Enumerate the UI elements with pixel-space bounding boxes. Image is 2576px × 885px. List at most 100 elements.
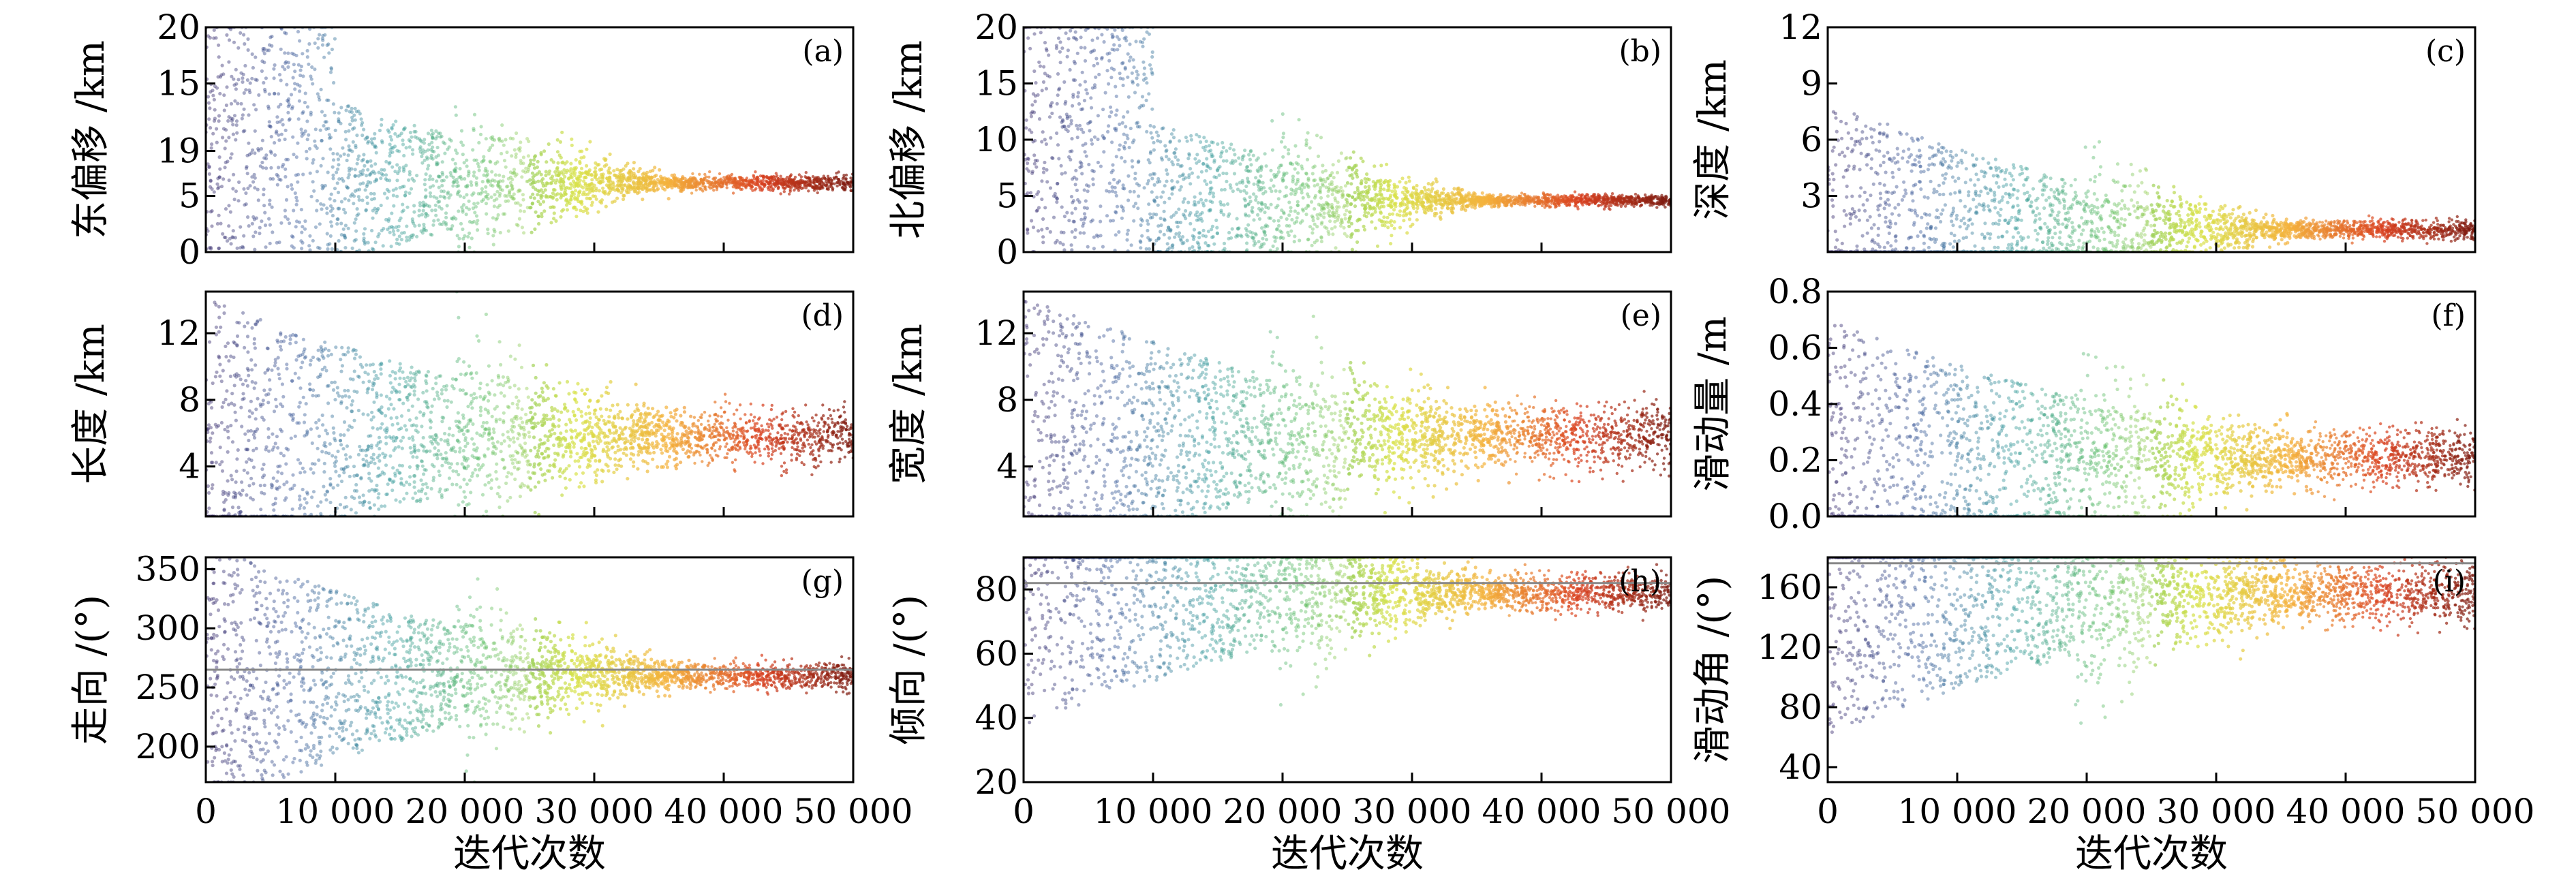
- scatter-point: [1112, 48, 1116, 52]
- scatter-point: [1210, 200, 1214, 204]
- scatter-point: [497, 203, 502, 208]
- scatter-point: [298, 39, 302, 43]
- scatter-point: [1135, 121, 1140, 125]
- scatter-point: [588, 197, 593, 201]
- scatter-point: [510, 187, 515, 191]
- scatter-point: [397, 224, 401, 228]
- scatter-point: [1193, 157, 1197, 161]
- scatter-point: [825, 182, 829, 185]
- scatter-point: [1315, 213, 1319, 217]
- scatter-point: [615, 184, 619, 188]
- scatter-point: [1150, 72, 1154, 76]
- scatter-point: [1333, 198, 1338, 202]
- scatter-point: [290, 106, 294, 110]
- scatter-point: [1395, 185, 1400, 189]
- scatter-point: [545, 181, 549, 185]
- scatter-point: [213, 108, 217, 112]
- scatter-point: [461, 227, 465, 232]
- scatter-point: [541, 181, 545, 185]
- scatter-point: [532, 162, 536, 166]
- scatter-point: [1232, 172, 1237, 176]
- scatter-point: [598, 176, 602, 180]
- scatter-point: [1588, 202, 1591, 206]
- scatter-point: [1078, 160, 1082, 164]
- scatter-point: [380, 168, 384, 172]
- scatter-point: [1176, 220, 1180, 225]
- scatter-point: [462, 196, 466, 200]
- scatter-point: [1086, 189, 1090, 193]
- scatter-point: [408, 235, 412, 239]
- scatter-point: [382, 168, 386, 172]
- scatter-point: [370, 198, 374, 202]
- scatter-point: [474, 214, 479, 218]
- scatter-point: [290, 183, 294, 187]
- scatter-point: [1105, 189, 1109, 193]
- scatter-point: [467, 199, 471, 203]
- scatter-point: [1039, 31, 1043, 35]
- scatter-point: [1165, 172, 1169, 176]
- scatter-point: [418, 137, 422, 141]
- scatter-point: [323, 33, 327, 37]
- scatter-point: [1433, 199, 1437, 203]
- scatter-point: [355, 134, 359, 138]
- scatter-point: [1313, 178, 1317, 182]
- scatter-point: [748, 183, 751, 186]
- scatter-point: [458, 194, 463, 198]
- scatter-point: [536, 159, 540, 164]
- scatter-point: [484, 190, 488, 194]
- scatter-point: [1246, 169, 1251, 173]
- scatter-point: [1195, 153, 1199, 157]
- scatter-point: [1066, 129, 1070, 134]
- scatter-point: [1306, 131, 1310, 135]
- scatter-point: [299, 239, 303, 243]
- scatter-point: [307, 244, 311, 248]
- scatter-point: [1195, 240, 1199, 245]
- scatter-point: [234, 67, 238, 72]
- scatter-point: [467, 245, 472, 249]
- scatter-point: [1159, 230, 1163, 234]
- scatter-point: [222, 108, 226, 112]
- scatter-point: [540, 211, 544, 216]
- scatter-point: [209, 178, 213, 183]
- scatter-point: [1259, 166, 1263, 170]
- scatter-point: [408, 130, 413, 135]
- scatter-point: [541, 177, 545, 181]
- scatter-point: [1035, 192, 1039, 196]
- scatter-point: [504, 138, 508, 142]
- scatter-point: [1319, 222, 1323, 226]
- scatter-point: [1109, 110, 1114, 114]
- scatter-point: [308, 248, 312, 252]
- scatter-point: [818, 182, 821, 186]
- scatter-point: [1107, 51, 1111, 55]
- scatter-point: [438, 174, 442, 178]
- scatter-point: [227, 178, 231, 183]
- scatter-point: [388, 161, 392, 165]
- scatter-point: [1243, 204, 1248, 208]
- scatter-point: [1078, 83, 1082, 87]
- scatter-point: [1576, 207, 1580, 211]
- scatter-point: [1122, 36, 1126, 41]
- scatter-point: [1177, 234, 1181, 238]
- scatter-point: [1260, 245, 1264, 249]
- scatter-point: [532, 155, 537, 159]
- scatter-point: [1261, 181, 1265, 185]
- scatter-point: [508, 190, 512, 194]
- scatter-point: [541, 190, 545, 195]
- scatter-point: [1402, 185, 1407, 190]
- scatter-point: [1640, 203, 1644, 207]
- scatter-point: [318, 246, 322, 250]
- scatter-point: [320, 36, 324, 40]
- scatter-point: [386, 219, 390, 223]
- scatter-point: [1153, 200, 1157, 204]
- scatter-point: [475, 221, 479, 226]
- scatter-point: [264, 245, 268, 249]
- scatter-point: [1176, 162, 1180, 166]
- scatter-point: [1107, 59, 1111, 63]
- scatter-point: [248, 184, 252, 188]
- scatter-point: [1195, 133, 1199, 137]
- scatter-point: [1137, 106, 1141, 110]
- scatter-point: [1083, 59, 1088, 63]
- scatter-point: [799, 181, 803, 185]
- scatter-point: [1276, 219, 1281, 223]
- scatter-point: [348, 110, 352, 114]
